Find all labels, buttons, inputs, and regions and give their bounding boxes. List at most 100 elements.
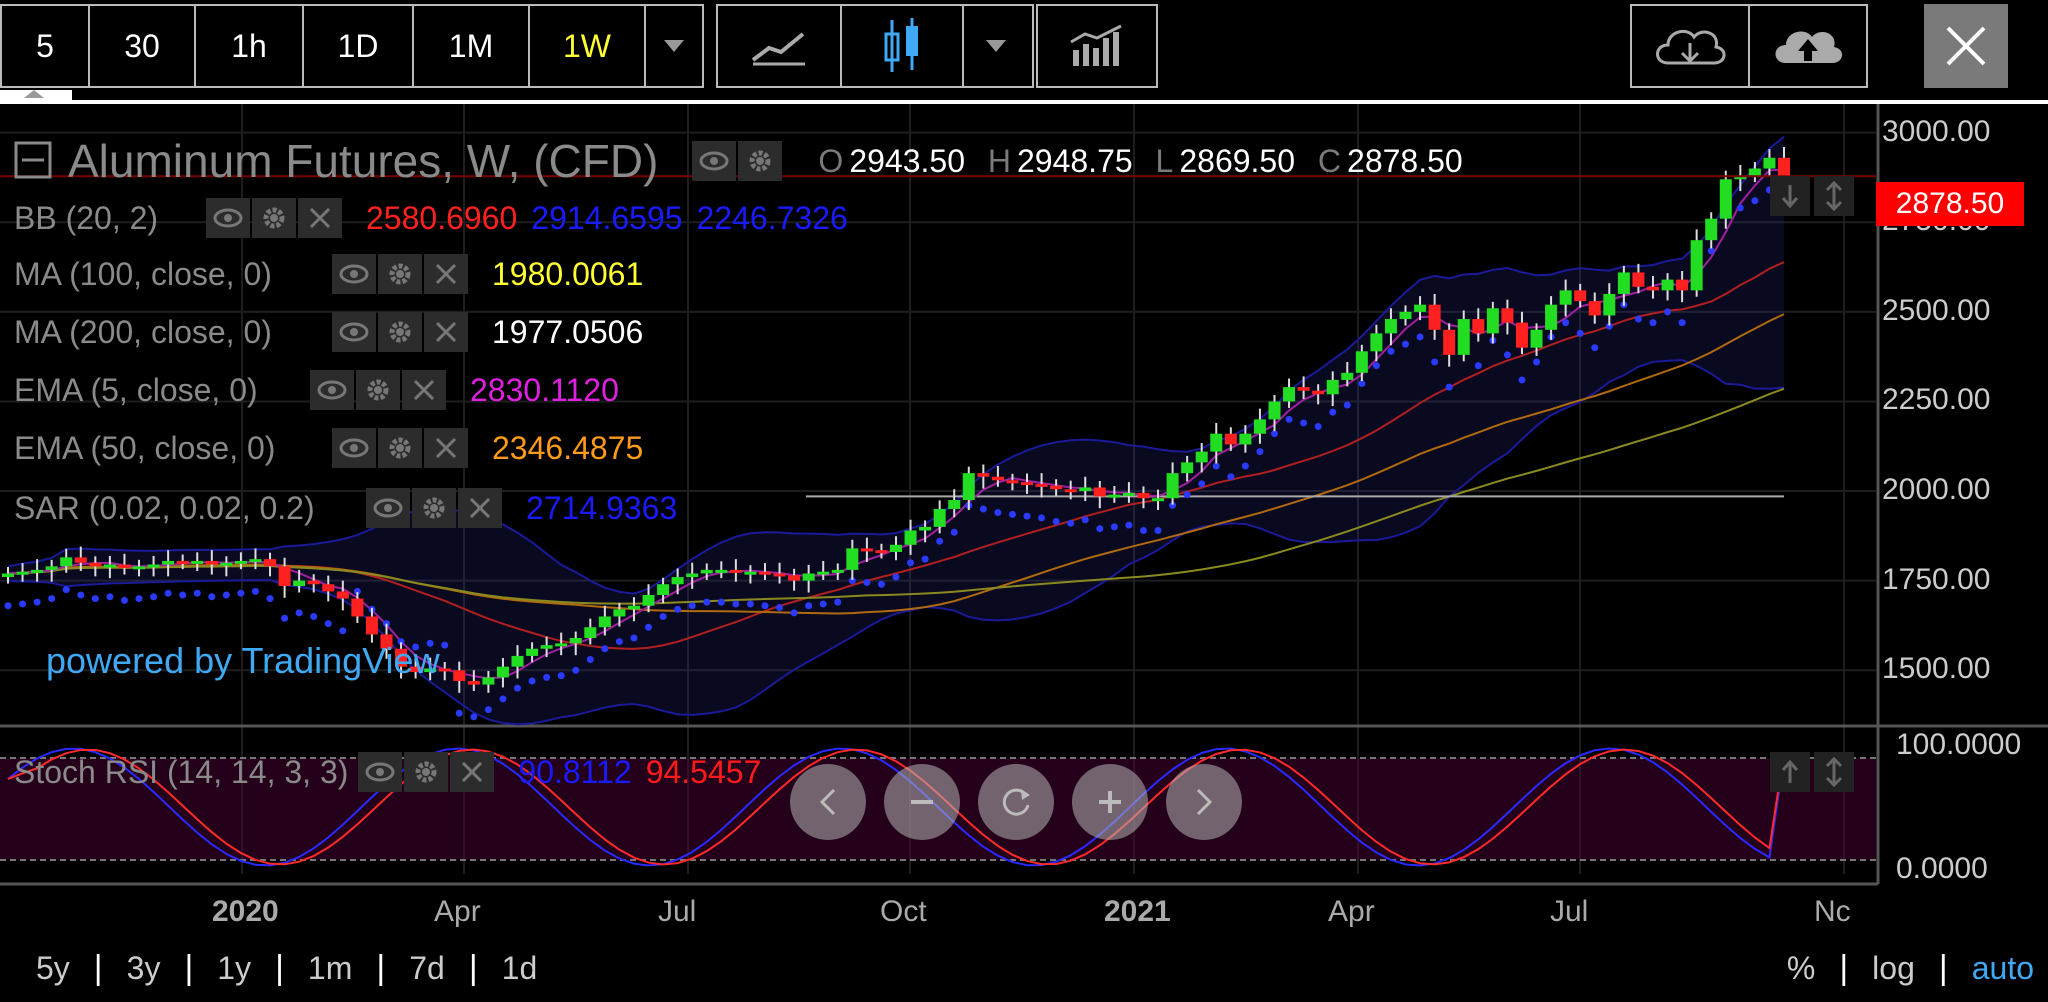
gear-icon[interactable] [378,254,422,294]
range-7d[interactable]: 7d [409,949,445,986]
gear-icon[interactable] [404,752,449,792]
interval-1h-button[interactable]: 1h [196,6,304,86]
candle-body [1341,372,1354,380]
eye-icon[interactable] [358,752,403,792]
collapse-icon[interactable] [14,141,54,181]
indicators-button[interactable] [1038,6,1156,86]
remove-icon[interactable] [450,752,495,792]
gear-icon[interactable] [378,312,422,352]
interval-1w-button[interactable]: 1W [530,6,646,86]
line-chart-button[interactable] [718,6,842,86]
sar-dot [295,609,303,617]
range-1y[interactable]: 1y [217,949,252,986]
candle-body [1166,473,1179,499]
candle-body [1210,433,1223,452]
auto-scale-button[interactable]: auto [1971,949,2034,986]
interval-1m-button[interactable]: 1M [414,6,530,86]
price-axis-label: 2000.00 [1882,473,1991,507]
indicators-icon [1070,24,1122,66]
sar-dot [106,593,114,601]
eye-icon[interactable] [206,198,250,238]
remove-icon[interactable] [458,488,502,528]
indicator-controls [366,488,502,528]
sar-dot [208,593,216,601]
sar-dot [1678,319,1686,327]
remove-icon[interactable] [298,198,342,238]
remove-icon[interactable] [424,312,468,352]
gear-icon[interactable] [378,428,422,468]
eye-icon[interactable] [332,254,376,294]
sar-dot [266,595,274,603]
sar-dot [717,598,725,606]
sar-dot [4,602,12,610]
interval-1d-button[interactable]: 1D [304,6,414,86]
remove-icon[interactable] [402,370,446,410]
sar-dot [470,713,478,721]
scroll-left-button[interactable] [790,764,866,840]
candle-body [948,500,961,509]
eye-icon[interactable] [332,312,376,352]
eye-icon[interactable] [366,488,410,528]
toolbar-scrollbar[interactable] [0,90,72,100]
eye-icon[interactable] [310,370,354,410]
percent-scale-button[interactable]: % [1786,949,1816,986]
cloud-download-icon [1656,29,1726,65]
candle-body [919,526,932,531]
candle-body [1763,157,1776,169]
candle-body [598,616,611,628]
gear-icon[interactable] [412,488,456,528]
sar-dot [281,614,289,622]
remove-icon[interactable] [424,428,468,468]
candle-body [802,573,815,581]
range-3y[interactable]: 3y [126,949,161,986]
gear-icon[interactable] [356,370,400,410]
save-layout-button[interactable] [1750,6,1866,86]
gear-icon[interactable] [738,141,783,181]
candle-body [526,648,539,656]
chevron-down-icon [664,40,684,52]
candle-body [249,559,262,563]
interval-5-button[interactable]: 5 [2,6,90,86]
sar-dot [1169,501,1177,509]
move-up-icon[interactable] [1770,752,1810,792]
remove-icon[interactable] [424,254,468,294]
scroll-right-button[interactable] [1166,764,1242,840]
gear-icon[interactable] [252,198,296,238]
move-down-icon[interactable] [1770,176,1810,216]
chart-type-dropdown-button[interactable] [964,6,1028,86]
zoom-in-button[interactable] [1072,764,1148,840]
range-5y[interactable]: 5y [36,949,70,986]
range-1d[interactable]: 1d [501,949,538,986]
sar-dot [48,595,56,603]
sar-dot [1649,319,1657,327]
sar-dot [484,706,492,714]
candle-body [1122,492,1135,496]
sar-dot [1431,358,1439,366]
sar-dot [193,589,201,597]
interval-30-button[interactable]: 30 [90,6,196,86]
stoch-d-line [7,748,1785,866]
candlestick-button[interactable] [842,6,964,86]
time-axis-label: Jul [658,895,697,928]
sar-dot [1387,347,1395,355]
eye-icon[interactable] [692,141,737,181]
resize-icon[interactable] [1814,752,1854,792]
price-chart[interactable] [0,104,2048,934]
load-layout-button[interactable] [1632,6,1750,86]
interval-dropdown-button[interactable] [646,6,702,86]
reset-button[interactable] [978,764,1054,840]
indicator-legend-3: EMA (5, close, 0) 2830.1120 [14,370,619,410]
sar-dot [790,609,798,617]
price-axis-label: 3000.00 [1882,114,1991,148]
stoch-k-value: 90.8112 [518,753,632,790]
range-1m[interactable]: 1m [307,949,353,986]
resize-icon[interactable] [1814,176,1854,216]
close-button[interactable] [1924,4,2008,88]
sar-dot [441,641,449,649]
log-scale-button[interactable]: log [1872,949,1915,986]
zoom-out-button[interactable] [884,764,960,840]
eye-icon[interactable] [332,428,376,468]
sar-dot [1416,333,1424,341]
sar-dot [834,598,842,606]
candle-body [1443,329,1456,355]
